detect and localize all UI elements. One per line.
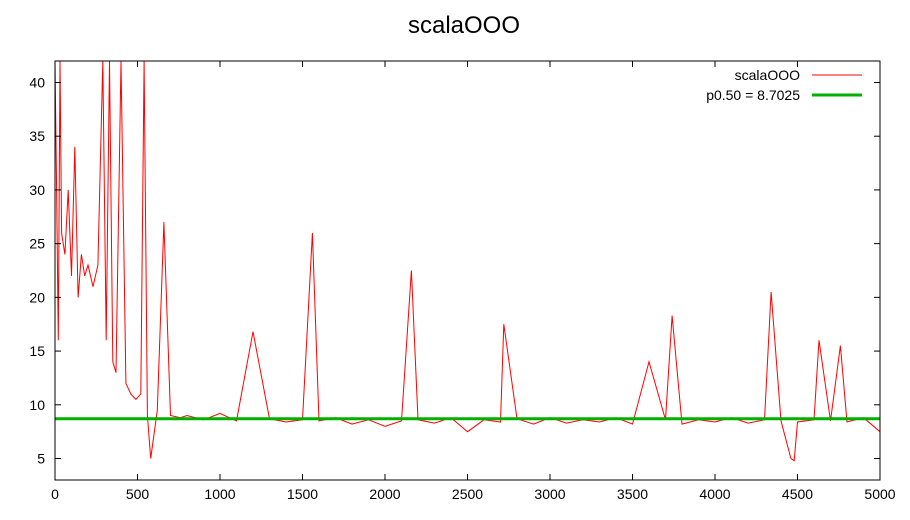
x-tick-label: 0 [51,486,59,502]
y-tick-label: 15 [29,343,45,359]
x-tick-label: 500 [126,486,150,502]
y-tick-label: 30 [29,182,45,198]
y-tick-label: 35 [29,128,45,144]
legend-label: p0.50 = 8.7025 [706,87,800,103]
y-tick-label: 10 [29,397,45,413]
chart-title: scalaOOO [408,12,520,39]
x-tick-label: 2500 [452,486,483,502]
x-tick-label: 4000 [699,486,730,502]
y-tick-label: 25 [29,236,45,252]
x-tick-label: 2000 [369,486,400,502]
legend: scalaOOO p0.50 = 8.7025 [706,67,862,103]
x-tick-label: 4500 [782,486,813,502]
series-line-scalaooo [55,61,880,462]
x-tick-label: 1500 [287,486,318,502]
legend-label: scalaOOO [735,67,800,83]
y-tick-label: 40 [29,74,45,90]
x-tick-label: 3500 [617,486,648,502]
x-tick-label: 3000 [534,486,565,502]
x-tick-label: 1000 [204,486,235,502]
y-tick-label: 20 [29,289,45,305]
x-tick-label: 5000 [864,486,895,502]
y-tick-label: 5 [37,451,45,467]
